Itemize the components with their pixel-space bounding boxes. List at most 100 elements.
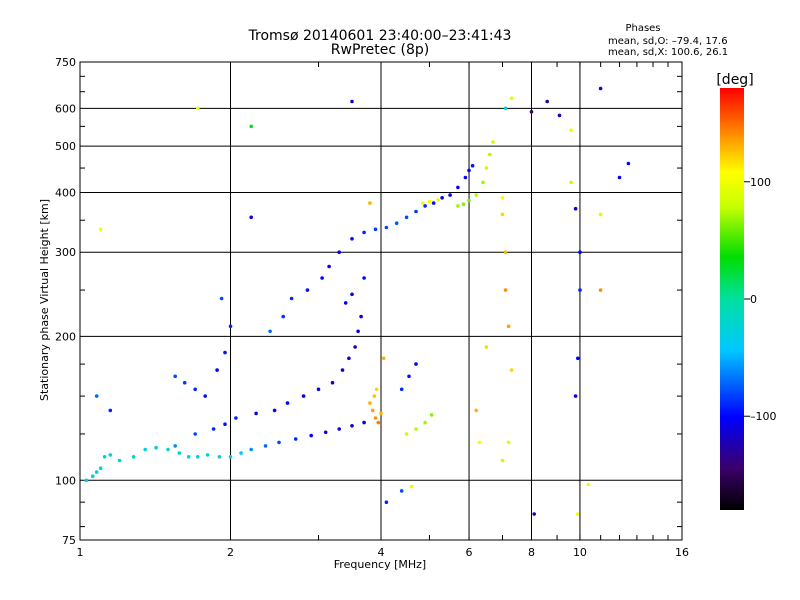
data-point bbox=[374, 387, 379, 392]
data-point bbox=[350, 292, 354, 297]
colorbar-unit-label: [deg] bbox=[716, 72, 753, 88]
data-point bbox=[404, 215, 409, 220]
data-point bbox=[586, 482, 591, 487]
chart-subtitle: RwPretec (8p) bbox=[331, 42, 429, 58]
y-tick-label: 200 bbox=[55, 330, 76, 343]
phase-x-stats: mean, sd,X: 100.6, 26.1 bbox=[608, 47, 728, 58]
data-point bbox=[316, 387, 321, 392]
data-point bbox=[293, 437, 298, 441]
data-point bbox=[484, 166, 489, 170]
data-point bbox=[186, 455, 191, 459]
data-point bbox=[529, 110, 534, 114]
y-tick-label: 600 bbox=[55, 102, 76, 115]
data-point bbox=[503, 106, 508, 111]
data-point bbox=[289, 296, 294, 301]
data-point bbox=[94, 394, 99, 398]
data-point bbox=[626, 161, 631, 166]
data-point bbox=[285, 401, 290, 405]
data-point bbox=[578, 250, 582, 254]
data-point bbox=[350, 99, 354, 104]
data-point bbox=[379, 411, 383, 416]
data-point bbox=[98, 466, 103, 471]
data-point bbox=[423, 420, 427, 425]
data-point bbox=[456, 185, 460, 190]
data-point bbox=[487, 152, 492, 157]
y-tick-label: 750 bbox=[55, 56, 76, 69]
data-point bbox=[301, 394, 306, 398]
data-point bbox=[350, 424, 354, 428]
data-point bbox=[94, 470, 99, 474]
data-point bbox=[90, 474, 95, 479]
data-point bbox=[440, 196, 444, 200]
data-point bbox=[576, 512, 580, 516]
data-point bbox=[166, 447, 170, 452]
data-point bbox=[193, 432, 197, 436]
data-point bbox=[249, 447, 253, 452]
colorbar-tick-label: –100 bbox=[750, 410, 777, 423]
data-point bbox=[108, 408, 113, 413]
data-point bbox=[573, 206, 578, 211]
data-point bbox=[223, 422, 227, 427]
data-point bbox=[205, 453, 210, 457]
data-point bbox=[143, 447, 147, 452]
x-tick-label: 2 bbox=[227, 546, 234, 559]
data-point bbox=[431, 201, 436, 205]
data-point bbox=[223, 350, 227, 355]
colorbar-tick-label: 0 bbox=[750, 293, 757, 306]
data-point bbox=[569, 128, 573, 132]
data-point bbox=[394, 221, 399, 225]
data-point bbox=[503, 250, 508, 254]
data-point bbox=[381, 356, 386, 361]
data-point bbox=[409, 484, 414, 489]
data-point bbox=[347, 356, 351, 361]
data-point bbox=[467, 168, 471, 173]
y-tick-label: 100 bbox=[55, 474, 76, 487]
data-point bbox=[598, 86, 603, 91]
data-point bbox=[368, 401, 372, 405]
data-point bbox=[407, 374, 411, 379]
data-point bbox=[598, 212, 603, 217]
data-point bbox=[576, 356, 580, 361]
data-point bbox=[337, 427, 342, 431]
data-point bbox=[211, 427, 216, 431]
x-axis-label: Frequency [MHz] bbox=[334, 558, 426, 571]
data-point bbox=[353, 345, 357, 349]
data-point bbox=[598, 288, 603, 292]
data-point bbox=[448, 193, 452, 197]
data-point bbox=[228, 455, 233, 459]
y-tick-label: 300 bbox=[55, 246, 76, 259]
data-points bbox=[84, 86, 631, 516]
x-tick-label: 6 bbox=[466, 546, 473, 559]
data-point bbox=[327, 264, 331, 269]
data-point bbox=[108, 453, 113, 457]
data-point bbox=[173, 374, 177, 379]
data-point bbox=[532, 512, 536, 516]
x-tick-label: 16 bbox=[675, 546, 689, 559]
data-point bbox=[399, 387, 404, 392]
data-point bbox=[506, 324, 511, 329]
data-point bbox=[234, 416, 238, 420]
x-tick-label: 4 bbox=[378, 546, 385, 559]
data-point bbox=[359, 314, 363, 319]
y-tick-label: 75 bbox=[62, 534, 76, 547]
data-point bbox=[305, 288, 310, 292]
data-point bbox=[182, 380, 187, 385]
x-tick-label: 8 bbox=[528, 546, 535, 559]
data-point bbox=[373, 227, 378, 232]
data-point bbox=[569, 180, 573, 185]
phase-o-stats: mean, sd,O: –79.4, 17.6 bbox=[608, 36, 728, 47]
data-point bbox=[196, 106, 200, 111]
data-point bbox=[249, 124, 253, 129]
data-point bbox=[503, 288, 508, 292]
data-point bbox=[477, 440, 482, 445]
data-point bbox=[343, 301, 348, 305]
data-point bbox=[573, 394, 578, 398]
data-point bbox=[500, 458, 505, 463]
axis-ticks: 1 2 4 6 8 10 16 75 100 200 300 400 500 600 750 bbox=[55, 56, 689, 559]
data-point bbox=[203, 394, 207, 398]
data-point bbox=[84, 478, 89, 483]
chart-title: Tromsø 20140601 23:40:00–23:41:43 bbox=[248, 28, 512, 44]
data-point bbox=[102, 455, 107, 459]
data-point bbox=[384, 225, 389, 230]
data-point bbox=[356, 329, 360, 334]
